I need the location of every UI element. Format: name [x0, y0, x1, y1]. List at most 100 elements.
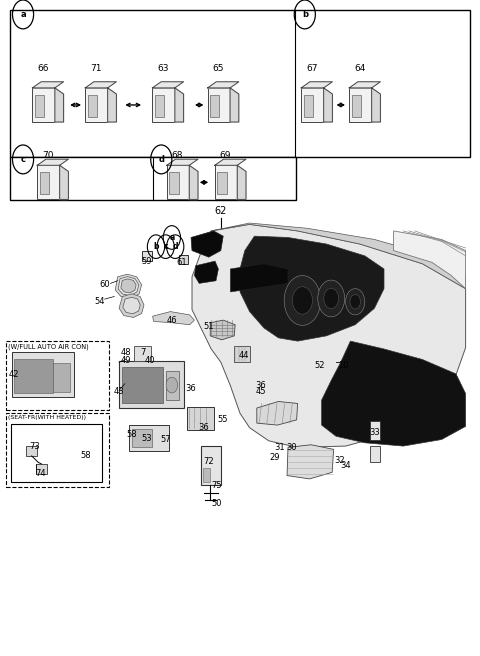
Text: 54: 54 — [95, 297, 105, 306]
Polygon shape — [33, 82, 63, 88]
Text: 59: 59 — [141, 256, 152, 266]
Bar — [10, 10, 470, 157]
Polygon shape — [301, 82, 333, 88]
Polygon shape — [189, 165, 198, 199]
Text: 52: 52 — [314, 361, 324, 370]
Bar — [11, 424, 102, 482]
Polygon shape — [194, 261, 218, 283]
Bar — [35, 94, 44, 117]
Polygon shape — [322, 341, 466, 446]
Text: d: d — [158, 155, 164, 164]
Bar — [132, 429, 152, 447]
Polygon shape — [85, 82, 116, 88]
Polygon shape — [240, 236, 384, 341]
Text: 43: 43 — [114, 387, 124, 396]
Bar — [85, 88, 108, 122]
Polygon shape — [349, 82, 380, 88]
Polygon shape — [119, 294, 144, 318]
Text: 72: 72 — [204, 457, 214, 466]
Bar — [12, 352, 74, 397]
Text: 58: 58 — [127, 430, 137, 440]
FancyBboxPatch shape — [6, 413, 109, 487]
Polygon shape — [192, 224, 466, 447]
Bar — [134, 346, 151, 361]
Bar — [370, 446, 380, 462]
Text: a: a — [20, 10, 26, 19]
Bar — [210, 94, 219, 117]
Text: 70: 70 — [42, 151, 54, 160]
Polygon shape — [394, 231, 466, 289]
FancyBboxPatch shape — [6, 341, 109, 410]
Text: 75: 75 — [212, 481, 222, 490]
Text: 60: 60 — [99, 280, 110, 289]
Polygon shape — [257, 401, 298, 425]
Bar — [87, 94, 97, 117]
Text: c: c — [163, 242, 168, 251]
Polygon shape — [175, 88, 183, 122]
Text: 62: 62 — [215, 205, 227, 216]
Text: (SEAT-FR(WITH HEATED)): (SEAT-FR(WITH HEATED)) — [8, 415, 86, 420]
Bar — [33, 88, 55, 122]
Text: b: b — [302, 10, 308, 19]
Text: 68: 68 — [172, 151, 183, 160]
Text: 49: 49 — [121, 356, 132, 365]
Text: 40: 40 — [144, 356, 155, 365]
Bar — [370, 421, 380, 440]
Bar — [234, 346, 250, 362]
Text: 58: 58 — [80, 451, 91, 461]
Text: 36: 36 — [255, 380, 266, 390]
Polygon shape — [121, 279, 136, 293]
Bar — [187, 407, 214, 430]
Text: 51: 51 — [204, 322, 214, 331]
Bar — [201, 446, 221, 485]
Text: 32: 32 — [335, 456, 345, 465]
Text: b: b — [153, 242, 159, 251]
Text: a: a — [169, 233, 174, 242]
Polygon shape — [230, 88, 239, 122]
Bar — [301, 88, 324, 122]
Circle shape — [292, 287, 312, 314]
Text: 44: 44 — [239, 351, 249, 360]
Bar — [122, 367, 163, 403]
Bar — [119, 361, 184, 408]
Circle shape — [166, 377, 178, 393]
Text: 34: 34 — [340, 461, 351, 470]
Text: 64: 64 — [354, 64, 366, 73]
Text: (W/FULL AUTO AIR CON): (W/FULL AUTO AIR CON) — [8, 343, 89, 350]
Polygon shape — [230, 264, 288, 292]
Bar — [14, 359, 53, 393]
Polygon shape — [324, 88, 333, 122]
Polygon shape — [60, 165, 69, 199]
Polygon shape — [211, 223, 466, 289]
Text: 69: 69 — [220, 151, 231, 160]
Bar — [155, 94, 164, 117]
Polygon shape — [237, 165, 246, 199]
Text: c: c — [21, 155, 25, 164]
Text: 61: 61 — [176, 258, 187, 267]
Text: 48: 48 — [121, 348, 132, 358]
Polygon shape — [287, 445, 334, 479]
Text: 67: 67 — [306, 64, 318, 73]
Bar — [37, 165, 60, 199]
Bar — [153, 88, 175, 122]
Text: 65: 65 — [213, 64, 224, 73]
Bar — [26, 446, 37, 456]
Text: 31: 31 — [275, 443, 285, 452]
Bar — [304, 94, 313, 117]
Text: 7: 7 — [140, 348, 146, 358]
Circle shape — [318, 280, 345, 317]
Circle shape — [346, 289, 365, 315]
Text: 30: 30 — [287, 443, 297, 452]
Text: 50: 50 — [212, 499, 222, 508]
Text: 53: 53 — [141, 434, 152, 443]
Polygon shape — [55, 88, 63, 122]
Bar — [39, 172, 49, 194]
Polygon shape — [37, 159, 69, 165]
Polygon shape — [153, 312, 194, 325]
Polygon shape — [210, 320, 235, 340]
Polygon shape — [115, 274, 142, 298]
Polygon shape — [153, 82, 183, 88]
Polygon shape — [372, 88, 380, 122]
Bar — [53, 363, 70, 392]
Text: 57: 57 — [160, 435, 171, 444]
